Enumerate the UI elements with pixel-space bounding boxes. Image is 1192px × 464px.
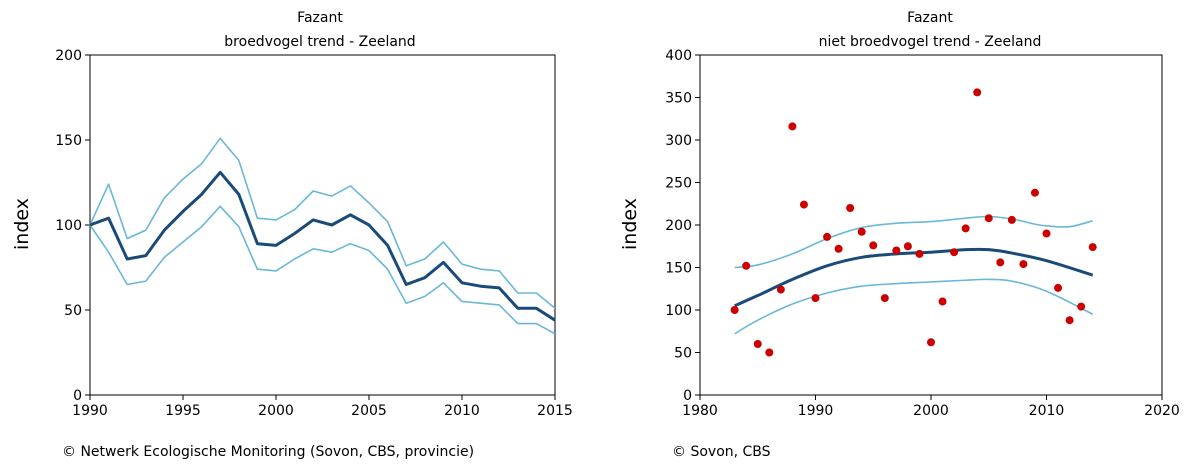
y-axis-label: index bbox=[11, 198, 33, 250]
data-point bbox=[973, 88, 982, 97]
y-axis-label: index bbox=[619, 198, 641, 250]
y-tick-label: 50 bbox=[64, 303, 82, 319]
x-tick-label: 2015 bbox=[537, 403, 573, 419]
chart-broedvogel: Fazant broedvogel trend - Zeeland index … bbox=[11, 10, 573, 460]
x-tick-label: 2010 bbox=[1029, 403, 1065, 419]
data-point bbox=[927, 338, 935, 347]
chart-niet-broedvogel: Fazant niet broedvogel trend - Zeeland i… bbox=[619, 10, 1180, 460]
data-point bbox=[788, 122, 797, 131]
data-point bbox=[880, 294, 889, 303]
x-tick-label: 2000 bbox=[258, 403, 294, 419]
data-point bbox=[1030, 188, 1039, 197]
data-point bbox=[996, 258, 1005, 267]
y-tick-label: 150 bbox=[665, 261, 692, 277]
data-point bbox=[903, 242, 912, 251]
curve-lower bbox=[734, 278, 1094, 335]
x-tick-label: 1990 bbox=[72, 403, 108, 419]
data-point bbox=[753, 340, 762, 348]
data-point bbox=[834, 244, 843, 253]
chart-credit: © Sovon, CBS bbox=[672, 444, 771, 460]
data-point bbox=[1054, 283, 1063, 292]
data-point bbox=[742, 261, 751, 270]
x-tick-label: 2005 bbox=[351, 403, 387, 419]
data-point bbox=[1007, 215, 1016, 224]
y-tick-label: 100 bbox=[55, 218, 82, 234]
data-point bbox=[950, 248, 959, 257]
y-tick-label: 400 bbox=[665, 48, 692, 64]
chart-title: Fazant bbox=[297, 10, 343, 26]
chart-title: Fazant bbox=[907, 10, 953, 26]
y-tick-label: 0 bbox=[683, 388, 692, 404]
data-point bbox=[1065, 316, 1074, 325]
data-point bbox=[984, 214, 993, 223]
series-line-lower bbox=[89, 205, 556, 335]
y-tick-label: 200 bbox=[55, 48, 82, 64]
y-tick-label: 300 bbox=[665, 133, 692, 149]
data-point bbox=[1088, 243, 1097, 252]
chart-subtitle: niet broedvogel trend - Zeeland bbox=[819, 34, 1042, 50]
y-tick-label: 350 bbox=[665, 91, 692, 107]
y-tick-label: 200 bbox=[665, 218, 692, 234]
data-point bbox=[1077, 302, 1086, 311]
data-point bbox=[892, 246, 901, 255]
series-line-trend bbox=[89, 170, 556, 322]
curve-trend bbox=[734, 247, 1094, 308]
data-point bbox=[857, 227, 866, 236]
data-point bbox=[869, 241, 878, 250]
chart-subtitle: broedvogel trend - Zeeland bbox=[224, 34, 415, 50]
y-tick-label: 250 bbox=[665, 176, 692, 192]
data-point bbox=[1042, 229, 1051, 238]
data-point bbox=[846, 204, 855, 212]
data-point bbox=[915, 249, 924, 258]
y-tick-label: 0 bbox=[73, 388, 82, 404]
y-tick-label: 150 bbox=[55, 133, 82, 149]
x-tick-label: 1990 bbox=[798, 403, 834, 419]
plot-frame bbox=[89, 54, 556, 396]
data-point bbox=[1019, 260, 1028, 269]
data-point bbox=[811, 294, 820, 303]
x-tick-label: 1980 bbox=[682, 403, 718, 419]
y-tick-label: 50 bbox=[674, 346, 692, 362]
data-point bbox=[776, 285, 785, 294]
data-point bbox=[823, 232, 832, 241]
chart-credit: © Netwerk Ecologische Monitoring (Sovon,… bbox=[62, 444, 474, 460]
data-point bbox=[799, 200, 808, 209]
x-tick-label: 2020 bbox=[1144, 403, 1180, 419]
data-point bbox=[730, 306, 739, 314]
data-point bbox=[938, 297, 947, 306]
curve-upper bbox=[734, 215, 1093, 269]
series-line-upper bbox=[89, 137, 556, 309]
x-tick-label: 2010 bbox=[444, 403, 480, 419]
y-tick-label: 100 bbox=[665, 303, 692, 319]
x-tick-label: 2000 bbox=[913, 403, 949, 419]
x-tick-label: 1995 bbox=[165, 403, 201, 419]
data-point bbox=[961, 224, 970, 233]
data-point bbox=[765, 348, 774, 357]
